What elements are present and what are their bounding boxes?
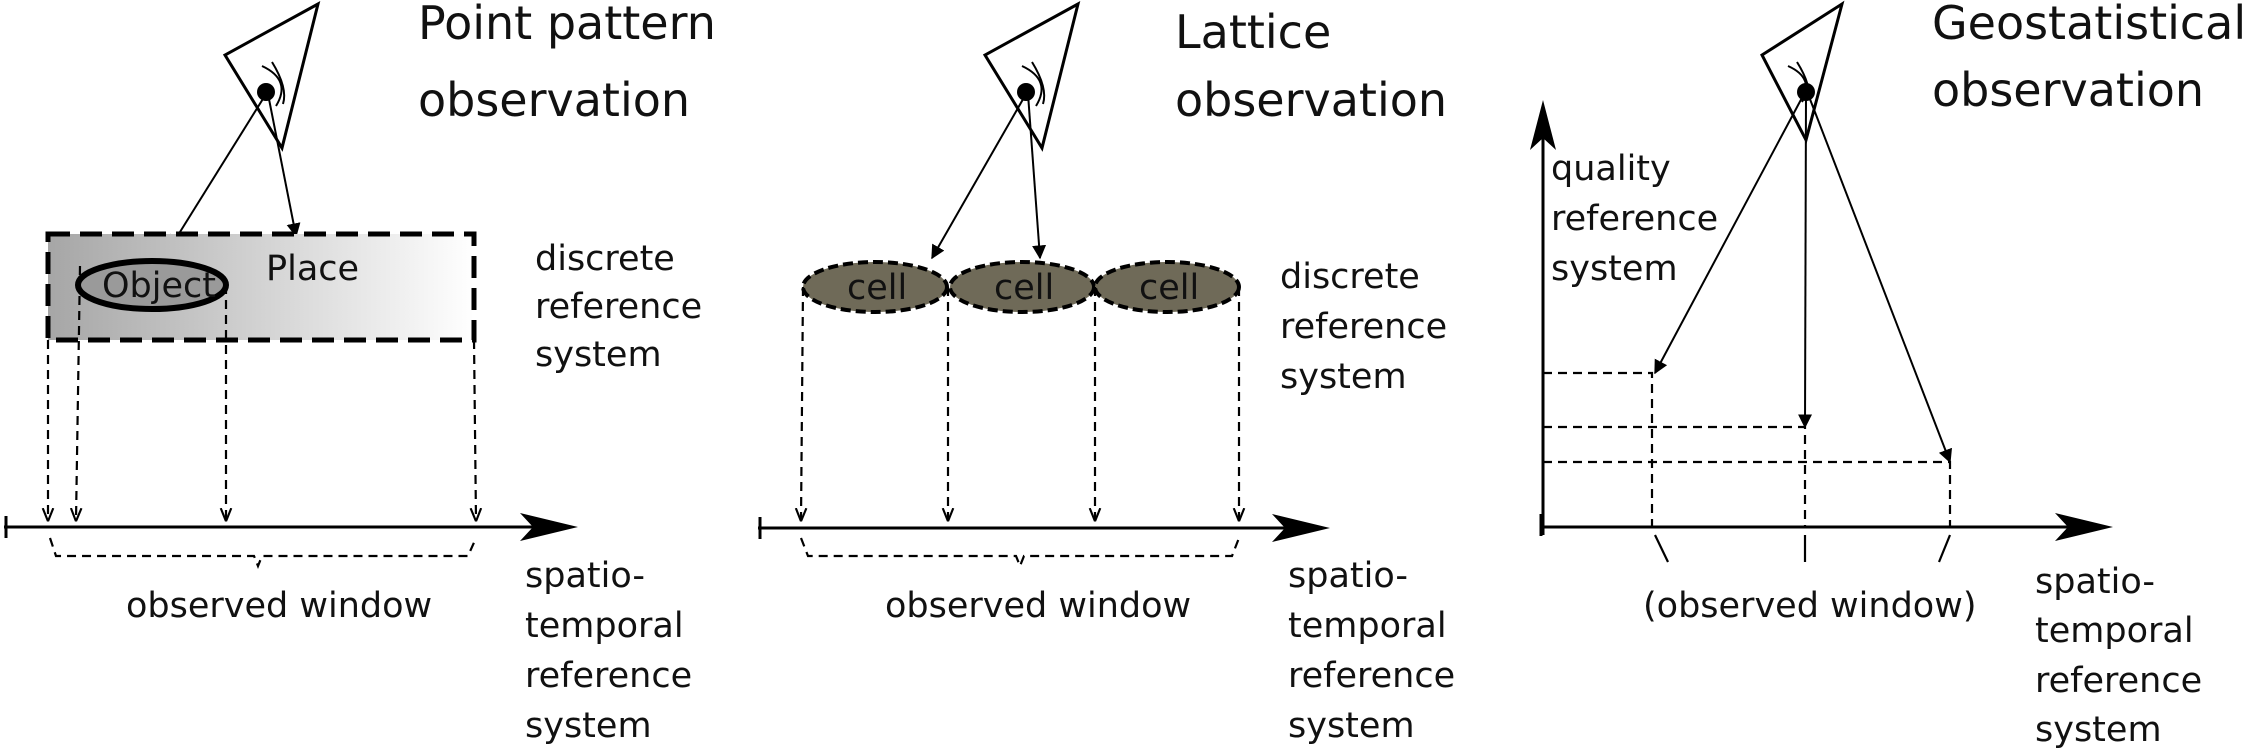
place-border xyxy=(45,231,477,343)
quality-label-line2: reference xyxy=(1551,199,1718,239)
sight-line-place xyxy=(267,93,301,238)
st-label-line2: temporal xyxy=(525,606,684,646)
projection-line xyxy=(801,286,803,520)
st-label-line2: temporal xyxy=(1288,606,1447,646)
quality-axis xyxy=(1530,100,1556,535)
eye-icon xyxy=(1760,0,1845,145)
panel-title-line1: Point pattern xyxy=(418,0,716,50)
st-label-line1: spatio- xyxy=(1288,556,1408,596)
sight-line-object xyxy=(169,93,267,250)
observed-window-label: (observed window) xyxy=(1643,586,1976,626)
cell-label: cell xyxy=(994,268,1054,308)
spatio-temporal-axis xyxy=(1539,513,2113,541)
st-label-line4: system xyxy=(1288,706,1415,746)
st-label-line3: reference xyxy=(1288,656,1455,696)
observed-window-label: observed window xyxy=(885,586,1191,626)
sight-line-cell xyxy=(1027,93,1047,260)
level-line xyxy=(1543,460,1952,527)
panel-title-line2: observation xyxy=(418,73,690,127)
discrete-label-line1: discrete xyxy=(535,239,675,279)
observed-window-brace xyxy=(799,537,1241,569)
discrete-label-line3: system xyxy=(1280,357,1407,397)
st-label-line4: system xyxy=(2035,710,2162,750)
object-label: Object xyxy=(102,266,216,306)
st-label-line3: reference xyxy=(2035,661,2202,701)
quality-label-line1: quality xyxy=(1551,149,1671,189)
st-label-line4: system xyxy=(525,706,652,746)
window-tick xyxy=(1654,534,1669,563)
panel-title-line1: Lattice xyxy=(1175,5,1331,59)
projection-line xyxy=(474,339,476,520)
panel-title-line1: Geostatistical xyxy=(1932,0,2246,50)
point-pattern-panel: Object Place observed window Point patte… xyxy=(4,0,716,746)
st-label-line1: spatio- xyxy=(2035,562,2155,602)
panel-title-line2: observation xyxy=(1932,63,2204,117)
sight-line xyxy=(1807,93,1952,464)
cell-label: cell xyxy=(1139,268,1199,308)
sight-line xyxy=(1798,93,1813,429)
geostatistical-panel: (observed window) Geostatistical observa… xyxy=(1530,0,2246,750)
place-label: Place xyxy=(266,249,359,289)
lattice-panel: cell cell cell observed window Lattice o… xyxy=(758,1,1455,746)
spatio-temporal-axis xyxy=(4,513,578,541)
st-label-line3: reference xyxy=(525,656,692,696)
sight-line xyxy=(1654,93,1805,375)
eye-icon xyxy=(222,1,321,152)
observed-window-label: observed window xyxy=(126,586,432,626)
panel-title-line2: observation xyxy=(1175,73,1447,127)
discrete-label-line2: reference xyxy=(1280,307,1447,347)
eye-icon xyxy=(982,1,1081,152)
quality-label-line3: system xyxy=(1551,249,1678,289)
cell-label: cell xyxy=(847,268,907,308)
st-label-line2: temporal xyxy=(2035,611,2194,651)
window-tick xyxy=(1937,534,1952,563)
projection-line xyxy=(76,265,80,520)
discrete-label-line2: reference xyxy=(535,287,702,327)
st-label-line1: spatio- xyxy=(525,556,645,596)
spatio-temporal-axis xyxy=(758,514,1330,542)
observed-window-brace xyxy=(48,537,478,569)
level-line xyxy=(1543,371,1654,527)
level-line xyxy=(1543,425,1807,527)
discrete-label-line1: discrete xyxy=(1280,257,1420,297)
sight-line-cell xyxy=(931,93,1027,260)
discrete-label-line3: system xyxy=(535,335,662,375)
